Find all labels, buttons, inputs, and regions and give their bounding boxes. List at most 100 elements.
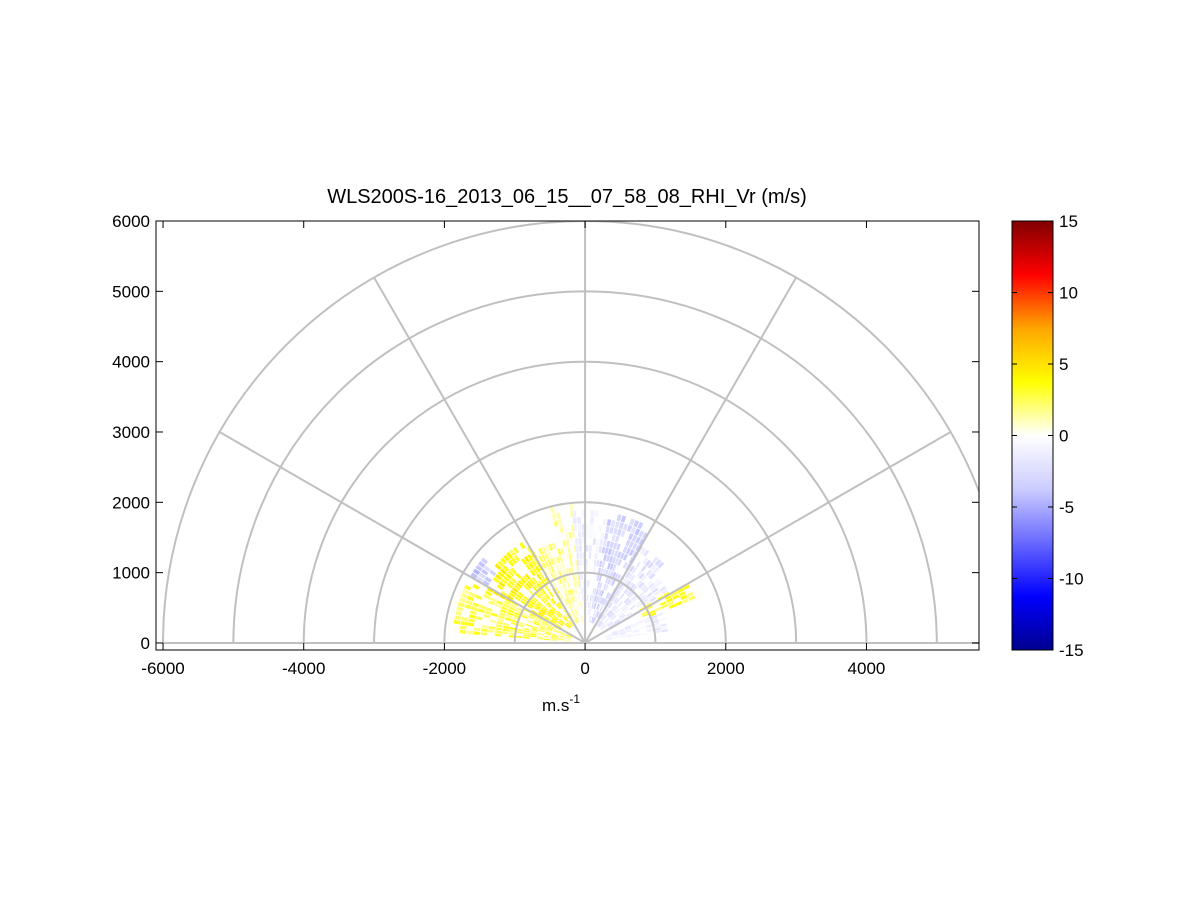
data-cell-s2 <box>483 565 491 573</box>
data-cell-s8 <box>603 607 608 614</box>
data-cell-s4 <box>544 552 550 560</box>
data-cell-s9 <box>620 616 627 621</box>
data-cell-s0 <box>551 635 558 638</box>
data-cell-s8 <box>623 597 630 604</box>
data-cell-s4 <box>550 558 555 566</box>
data-cell-s11 <box>631 624 638 628</box>
data-cell-s2 <box>475 564 483 572</box>
data-cell-s4 <box>569 604 573 611</box>
data-cell-s11 <box>643 617 651 622</box>
data-cell-s0 <box>503 600 511 606</box>
data-cell-s0 <box>485 607 493 612</box>
data-cell-s3 <box>545 593 551 600</box>
data-cell-s0 <box>534 618 541 623</box>
data-cell-s0 <box>565 635 572 639</box>
data-cell-s5 <box>578 616 581 623</box>
data-cell-s4 <box>545 568 550 576</box>
data-cell-s1 <box>531 609 538 615</box>
data-cell-s8 <box>640 547 646 555</box>
data-cell-s9 <box>609 613 615 619</box>
data-cell-s0 <box>536 636 544 639</box>
data-cell-s6 <box>590 601 593 609</box>
data-cell-s6 <box>589 608 592 616</box>
data-cell-s3 <box>555 613 561 619</box>
data-cell-s0 <box>506 611 514 617</box>
data-cell-s0 <box>488 625 496 630</box>
data-cell-s7 <box>612 542 618 550</box>
data-cell-s4 <box>567 604 572 611</box>
data-cell-s9 <box>653 578 660 585</box>
data-cell-s0 <box>472 583 480 590</box>
data-cell-s3 <box>540 588 547 595</box>
data-cell-s5 <box>569 538 574 546</box>
data-cell-s3 <box>527 554 533 561</box>
data-cell-s3 <box>510 577 518 584</box>
data-cell-s8 <box>640 574 647 582</box>
data-cell-s11 <box>639 626 646 630</box>
data-cell-s3 <box>529 578 536 586</box>
y-tick-label: 0 <box>141 634 150 653</box>
data-cell-s6 <box>577 517 581 524</box>
data-cell-s8 <box>644 559 652 567</box>
data-cell-s5 <box>572 595 576 603</box>
data-cell-s8 <box>619 593 625 600</box>
data-cell-s7 <box>620 515 627 523</box>
data-cell-s10 <box>686 591 694 598</box>
data-cell-s3 <box>556 602 562 609</box>
data-cell-s2 <box>484 576 492 583</box>
data-cell-s11 <box>647 628 654 632</box>
data-cell-s6 <box>581 608 584 615</box>
data-cell-s4 <box>544 545 550 553</box>
data-cell-s5 <box>576 609 579 616</box>
data-cell-s6 <box>587 580 590 587</box>
data-cell-s5 <box>574 595 578 602</box>
colorbar-tick-label: 5 <box>1059 355 1068 374</box>
data-cell-s0 <box>468 614 476 619</box>
data-cell-s5 <box>574 573 578 581</box>
data-cell-s6 <box>578 573 581 580</box>
data-cell-s9 <box>635 600 642 606</box>
data-cell-s5 <box>555 527 560 535</box>
data-cell-s7 <box>591 616 595 624</box>
data-cell-s4 <box>560 577 565 584</box>
data-cell-s4 <box>556 556 561 563</box>
data-cell-s4 <box>571 603 575 610</box>
y-tick-label: 5000 <box>112 282 150 301</box>
data-cell-s5 <box>567 575 571 582</box>
data-cell-s4 <box>560 569 565 577</box>
data-cell-s0 <box>559 633 566 637</box>
data-cell-s8 <box>631 585 638 592</box>
data-cell-s11 <box>638 621 645 626</box>
data-cell-s5 <box>565 568 570 575</box>
data-cell-s0 <box>503 622 511 627</box>
data-cell-s7 <box>609 578 614 586</box>
data-cell-s0 <box>507 608 515 614</box>
data-cell-s10 <box>642 612 649 618</box>
data-cell-s11 <box>632 628 640 632</box>
data-cell-s7 <box>601 561 606 568</box>
data-cell-s3 <box>506 551 513 559</box>
data-cell-s0 <box>483 593 491 600</box>
data-cell-s5 <box>568 503 574 511</box>
data-cell-s8 <box>629 565 635 573</box>
data-cell-s0 <box>529 613 536 618</box>
data-cell-s6 <box>581 601 583 608</box>
data-cell-s6 <box>572 510 577 517</box>
data-cell-s3 <box>515 572 522 579</box>
data-cell-s8 <box>607 601 612 608</box>
data-cell-s0 <box>494 633 502 637</box>
data-cell-s8 <box>612 606 619 613</box>
data-cell-s7 <box>612 564 617 572</box>
data-cell-s11 <box>660 623 667 627</box>
data-cell-s0 <box>539 626 546 630</box>
data-cell-s3 <box>526 546 533 554</box>
data-cell-s9 <box>642 598 649 604</box>
data-cell-s0 <box>546 626 553 630</box>
data-cell-s7 <box>616 551 622 559</box>
data-cell-s11 <box>646 624 653 628</box>
data-cell-s9 <box>630 594 637 601</box>
data-cell-s4 <box>538 555 544 563</box>
chart-title: WLS200S-16_2013_06_15__07_58_08_RHI_Vr (… <box>327 186 807 208</box>
data-cell-s0 <box>508 632 516 636</box>
data-cell-s1 <box>510 589 517 596</box>
